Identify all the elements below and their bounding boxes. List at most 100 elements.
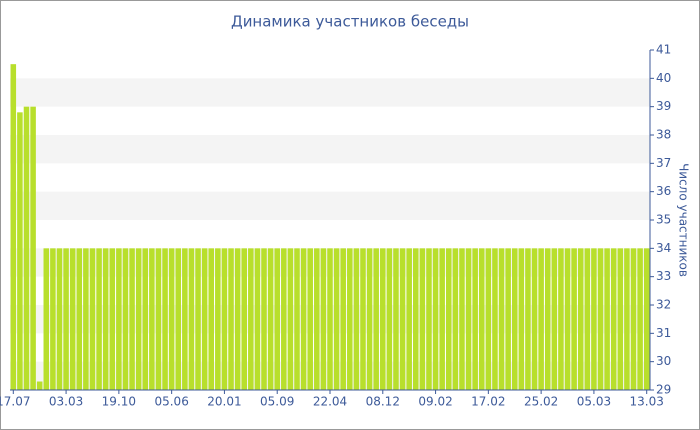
bar	[56, 248, 63, 390]
bar	[274, 248, 280, 390]
x-tick-label: 20.01	[207, 395, 241, 409]
bar	[261, 248, 267, 390]
bar	[208, 248, 215, 390]
bar	[498, 248, 505, 390]
bar	[386, 248, 393, 390]
bar	[492, 248, 498, 390]
y-tick-label: 32	[656, 298, 671, 312]
x-tick-label: 17.02	[471, 395, 505, 409]
bar	[518, 248, 525, 390]
bar	[30, 106, 36, 391]
bar	[221, 248, 228, 390]
bar	[538, 248, 544, 390]
bar	[188, 248, 195, 390]
bar	[406, 248, 412, 390]
bar	[23, 106, 30, 391]
bar	[50, 248, 56, 390]
bar	[340, 248, 346, 390]
bar	[643, 248, 650, 390]
bar	[294, 248, 300, 390]
bar	[248, 248, 254, 390]
y-tick-label: 31	[656, 326, 671, 340]
y-tick-label: 37	[656, 156, 671, 170]
y-tick-label: 35	[656, 213, 671, 227]
y-axis-label: Число участников	[677, 163, 691, 277]
x-tick-label: 22.04	[313, 395, 347, 409]
bar	[234, 248, 241, 390]
bar	[36, 381, 43, 390]
bar	[254, 248, 261, 390]
bar	[591, 248, 597, 390]
bar	[287, 248, 294, 390]
grid-band	[10, 191, 650, 220]
bar	[432, 248, 439, 390]
bar	[142, 248, 149, 390]
bar	[459, 248, 465, 390]
bar	[149, 248, 155, 390]
bar	[478, 248, 485, 390]
bar	[175, 248, 182, 390]
bar	[452, 248, 459, 390]
y-tick-label: 36	[656, 184, 671, 198]
bar	[597, 248, 604, 390]
bar	[630, 248, 637, 390]
x-tick-label: 05.03	[577, 395, 611, 409]
bar	[511, 248, 518, 390]
grid-band	[10, 135, 650, 164]
bar	[83, 248, 89, 390]
bar	[182, 248, 188, 390]
bar	[531, 248, 538, 390]
bar	[465, 248, 472, 390]
bar	[63, 248, 69, 390]
bar	[544, 248, 551, 390]
y-tick-label: 29	[656, 383, 671, 397]
bar	[413, 248, 419, 390]
bar	[162, 248, 168, 390]
bar	[168, 248, 175, 390]
bar	[347, 248, 353, 390]
bar	[307, 248, 313, 390]
bar	[353, 248, 360, 390]
bar	[333, 248, 340, 390]
bar	[241, 248, 247, 390]
bar	[314, 248, 320, 390]
y-tick-label: 40	[656, 71, 671, 85]
x-tick-label: 13.03	[630, 395, 664, 409]
bar	[610, 248, 617, 390]
bar	[373, 248, 379, 390]
bar	[320, 248, 327, 390]
bar	[577, 248, 584, 390]
bar	[17, 112, 23, 390]
x-tick-label: 25.02	[524, 395, 558, 409]
bar	[129, 248, 135, 390]
bar	[617, 248, 624, 390]
bar	[505, 248, 511, 390]
bar	[366, 248, 373, 390]
y-tick-label: 34	[656, 241, 671, 255]
bar	[399, 248, 406, 390]
bar	[624, 248, 630, 390]
bar	[215, 248, 221, 390]
bar	[102, 248, 109, 390]
chart-title: Динамика участников беседы	[231, 13, 469, 31]
bar	[558, 248, 564, 390]
y-tick-label: 33	[656, 269, 671, 283]
bar	[267, 248, 274, 390]
bar	[195, 248, 201, 390]
bar	[439, 248, 445, 390]
x-tick-label: 19.10	[102, 395, 136, 409]
x-tick-label: 03.03	[49, 395, 83, 409]
bar	[76, 248, 83, 390]
bar	[281, 248, 287, 390]
grid-band	[10, 78, 650, 107]
y-tick-label: 41	[656, 43, 671, 57]
y-tick-label: 39	[656, 99, 671, 113]
x-tick-label: 09.02	[418, 395, 452, 409]
x-tick-label: 05.09	[260, 395, 294, 409]
bar	[201, 248, 208, 390]
bar	[96, 248, 102, 390]
bar	[300, 248, 307, 390]
bar	[445, 248, 452, 390]
bar	[135, 248, 142, 390]
